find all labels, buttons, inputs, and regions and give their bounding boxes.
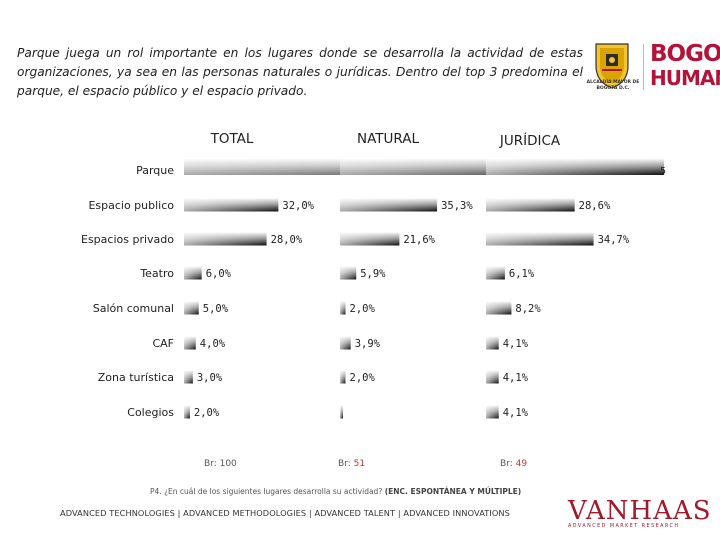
- footer-tagline: ADVANCED TECHNOLOGIES | ADVANCED METHODO…: [60, 508, 510, 518]
- bar-chart: Parque Espacio publico Espacios privado Tea…: [81, 131, 666, 469]
- logo-divider: [643, 44, 644, 90]
- data-label: 5,9%: [360, 268, 386, 280]
- bar-shine: [340, 198, 438, 212]
- bar-shine: [340, 232, 400, 246]
- bar-shine: [184, 336, 196, 350]
- bar-shine: [340, 405, 343, 419]
- data-label: 21,6%: [403, 234, 435, 246]
- data-label: 4,1%: [503, 407, 529, 419]
- category-label: Zona turística: [98, 371, 174, 384]
- base-count: Br: 49: [500, 459, 527, 469]
- category-label: Espacio publico: [88, 199, 174, 212]
- bar-shine: [340, 370, 346, 384]
- bar-shine: [486, 405, 499, 419]
- data-label: 28,0%: [271, 234, 303, 246]
- data-label: 4,0%: [200, 338, 226, 350]
- data-label: 3,0%: [197, 372, 223, 384]
- category-label: Colegios: [127, 406, 174, 419]
- data-label: 8,2%: [515, 303, 541, 315]
- bar-shine: [184, 198, 279, 212]
- question-text: P4. ¿En cuál de los siguientes lugares d…: [150, 487, 383, 496]
- data-label: 2,0%: [194, 407, 220, 419]
- bar-shine: [486, 198, 575, 212]
- bar-shine: [486, 336, 499, 350]
- panel-title: JURÍDICA: [499, 132, 561, 149]
- data-label: 2,0%: [350, 303, 376, 315]
- bar-shine: [486, 232, 594, 246]
- panel-title: TOTAL: [210, 131, 254, 147]
- bar-shine: [340, 301, 346, 315]
- question-type: (ENC. ESPONTÁNEA Y MÚLTIPLE): [384, 487, 522, 496]
- bar-shine: [340, 266, 357, 280]
- bogota-humana-logo: BOGOTÁ HUMANA: [650, 41, 720, 90]
- bar-shine: [184, 370, 193, 384]
- bogota-shield-icon: [595, 43, 629, 89]
- data-label: 32,0%: [282, 200, 314, 212]
- shield-caption: ALCALDÍA MAYOR DE BOGOTÁ D.C.: [586, 80, 640, 91]
- bar-shine: [486, 370, 499, 384]
- panel-title: NATURAL: [357, 131, 419, 147]
- vanhaas-tagline: ADVANCED MARKET RESEARCH: [568, 524, 680, 529]
- brand-line-1: BOGOTÁ: [650, 41, 720, 67]
- data-label: 6,0%: [206, 268, 232, 280]
- base-prefix: Br:: [500, 459, 516, 469]
- bar-shine: [486, 266, 505, 280]
- bar-shine: [184, 301, 199, 315]
- bar-shine: [184, 405, 190, 419]
- brand-line-2: HUMANA: [650, 66, 720, 90]
- data-label: 34,7%: [598, 234, 630, 246]
- data-label: 4,1%: [503, 338, 529, 350]
- vanhaas-wordmark: VANHAAS: [568, 496, 712, 526]
- bar-shine: [184, 232, 267, 246]
- category-label: Espacios privado: [81, 233, 174, 246]
- data-label: 2,0%: [350, 372, 376, 384]
- intro-paragraph: Parque juega un rol importante en los lu…: [17, 46, 583, 98]
- category-label: CAF: [152, 337, 174, 350]
- data-label: 4,1%: [503, 372, 529, 384]
- base-count: Br: 51: [338, 459, 365, 469]
- category-label: Salón comunal: [93, 302, 174, 315]
- question-note: P4. ¿En cuál de los siguientes lugares d…: [150, 487, 521, 496]
- bar-shine: [340, 336, 351, 350]
- base-value: 51: [354, 459, 365, 469]
- base-value: 49: [516, 459, 528, 469]
- bar-parque-shine: [486, 159, 664, 175]
- data-label: 28,6%: [579, 200, 611, 212]
- category-label: Parque: [136, 164, 174, 177]
- base-prefix: Br:: [204, 459, 220, 469]
- category-label: Teatro: [139, 267, 174, 280]
- data-label: 35,3%: [441, 200, 473, 212]
- bar-shine: [184, 266, 202, 280]
- data-label: 5,0%: [203, 303, 229, 315]
- base-value: 100: [220, 459, 237, 469]
- vanhaas-logo: VANHAAS ADVANCED MARKET RESEARCH: [568, 496, 711, 540]
- base-count: Br: 100: [204, 459, 237, 469]
- data-label: 3,9%: [355, 338, 381, 350]
- base-prefix: Br:: [338, 459, 354, 469]
- bar-shine: [486, 301, 512, 315]
- data-label: 6,1%: [509, 268, 535, 280]
- data-label-parque: 5: [660, 166, 666, 177]
